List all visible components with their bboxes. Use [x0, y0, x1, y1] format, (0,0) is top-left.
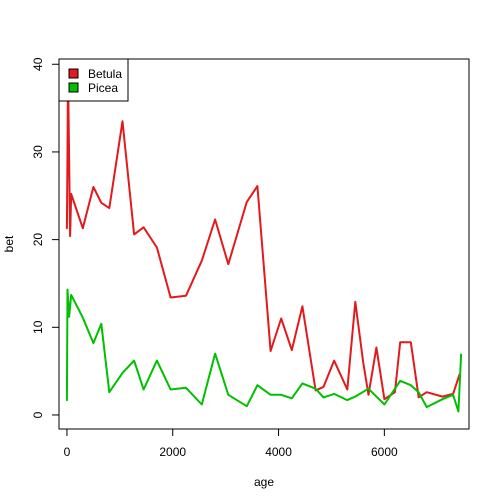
x-axis-title: age	[254, 475, 274, 489]
legend-box	[58, 58, 129, 102]
y-tick-label: 30	[31, 145, 45, 159]
series-layer	[65, 70, 463, 413]
y-axis-title: bet	[2, 235, 16, 252]
y-tick-label: 0	[31, 411, 45, 418]
legend-swatch-picea	[68, 82, 79, 93]
legend-label-picea: Picea	[88, 81, 118, 95]
y-tick-label: 10	[31, 320, 45, 334]
y-tick-label: 40	[31, 57, 45, 71]
y-axis: 0 10 20 30 40	[31, 57, 60, 418]
legend-swatch-betula	[68, 68, 79, 79]
x-tick-label: 6000	[371, 445, 398, 459]
series-line-betula	[65, 70, 461, 401]
x-tick-label: 2000	[159, 445, 186, 459]
x-tick-label: 4000	[265, 445, 292, 459]
x-tick-label: 0	[64, 445, 71, 459]
x-axis: 0 2000 4000 6000	[64, 428, 398, 459]
y-tick-label: 20	[31, 233, 45, 247]
legend-label-betula: Betula	[88, 67, 122, 81]
series-line-picea	[65, 288, 463, 413]
